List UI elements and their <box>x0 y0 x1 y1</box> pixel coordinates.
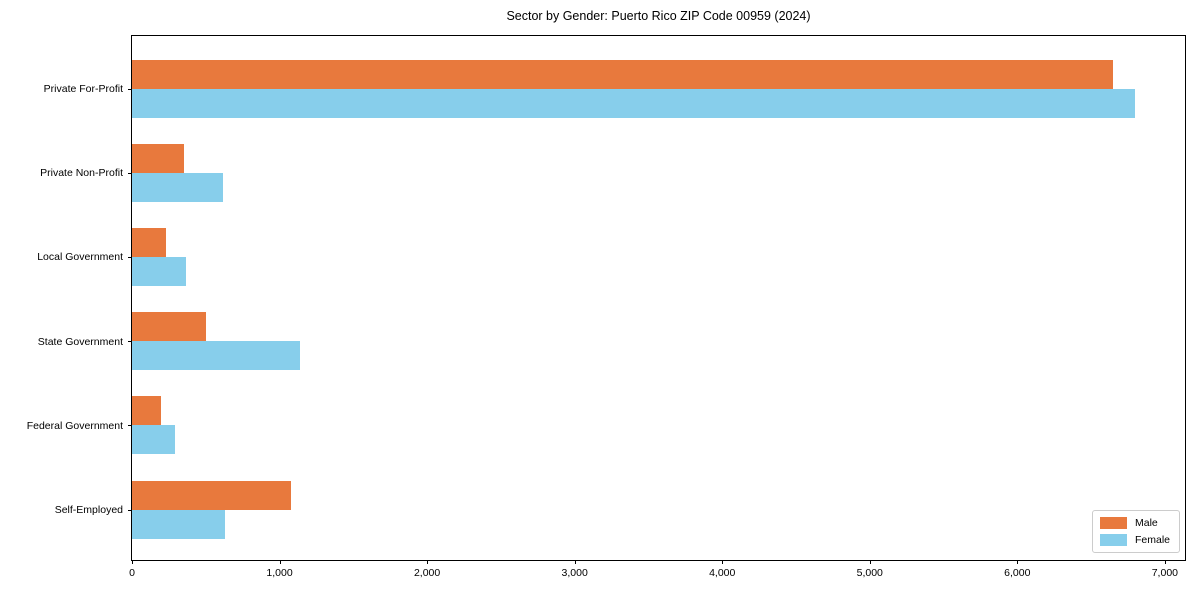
y-tick-mark <box>128 172 132 174</box>
x-tick-mark <box>574 560 576 564</box>
legend-item-female: Female <box>1099 534 1170 546</box>
male-bar-0 <box>132 59 1114 89</box>
male-bar-2 <box>132 227 166 257</box>
x-tick-mark <box>1164 560 1166 564</box>
x-tick-mark <box>427 560 429 564</box>
legend-item-male: Male <box>1099 517 1170 529</box>
y-axis-label: Self-Employed <box>54 504 123 516</box>
female-bar-1 <box>132 172 224 202</box>
y-axis-label: State Government <box>37 335 123 348</box>
male-swatch-icon <box>1099 517 1127 529</box>
male-bar-4 <box>132 396 161 426</box>
x-axis-tick-label: 2,000 <box>413 567 441 579</box>
female-bar-3 <box>132 341 301 371</box>
x-axis-tick-label: 6,000 <box>1004 567 1031 579</box>
legend-label-female: Female <box>1134 534 1170 546</box>
x-tick-mark <box>132 560 133 564</box>
x-tick-mark <box>1017 560 1019 564</box>
y-axis-label: Private Non-Profit <box>40 167 123 180</box>
female-swatch-icon <box>1099 534 1127 546</box>
male-bar-3 <box>132 312 206 342</box>
x-tick-mark <box>869 560 871 564</box>
legend: Male Female <box>1091 510 1180 553</box>
y-tick-mark <box>128 509 132 511</box>
x-axis-tick-label: 7,000 <box>1151 567 1178 579</box>
y-axis-label: Local Government <box>37 251 123 264</box>
female-bar-0 <box>132 88 1136 118</box>
female-bar-5 <box>132 509 225 539</box>
male-bar-5 <box>132 480 292 510</box>
chart-title: Sector by Gender: Puerto Rico ZIP Code 0… <box>506 9 811 23</box>
x-axis-tick-label: 1,000 <box>266 567 293 579</box>
x-tick-mark <box>722 560 724 564</box>
y-tick-mark <box>128 425 132 427</box>
x-axis-tick-label: 3,000 <box>561 567 588 579</box>
female-bar-2 <box>132 256 186 286</box>
plot-area: Private For-Profit Private Non-Profit Loca… <box>27 35 1186 579</box>
y-tick-mark <box>128 88 132 90</box>
x-axis-tick-label: 5,000 <box>856 567 883 579</box>
y-tick-mark <box>128 256 132 258</box>
y-axis-label: Private For-Profit <box>43 83 123 95</box>
x-tick-mark <box>279 560 281 564</box>
y-tick-mark <box>128 341 132 343</box>
female-bar-4 <box>132 425 175 455</box>
x-axis-tick-label: 4,000 <box>709 567 736 579</box>
legend-label-male: Male <box>1134 517 1158 529</box>
x-axis-tick-label: 0 <box>129 567 135 579</box>
male-bar-1 <box>132 143 184 173</box>
y-axis-label: Federal Government <box>26 419 123 432</box>
